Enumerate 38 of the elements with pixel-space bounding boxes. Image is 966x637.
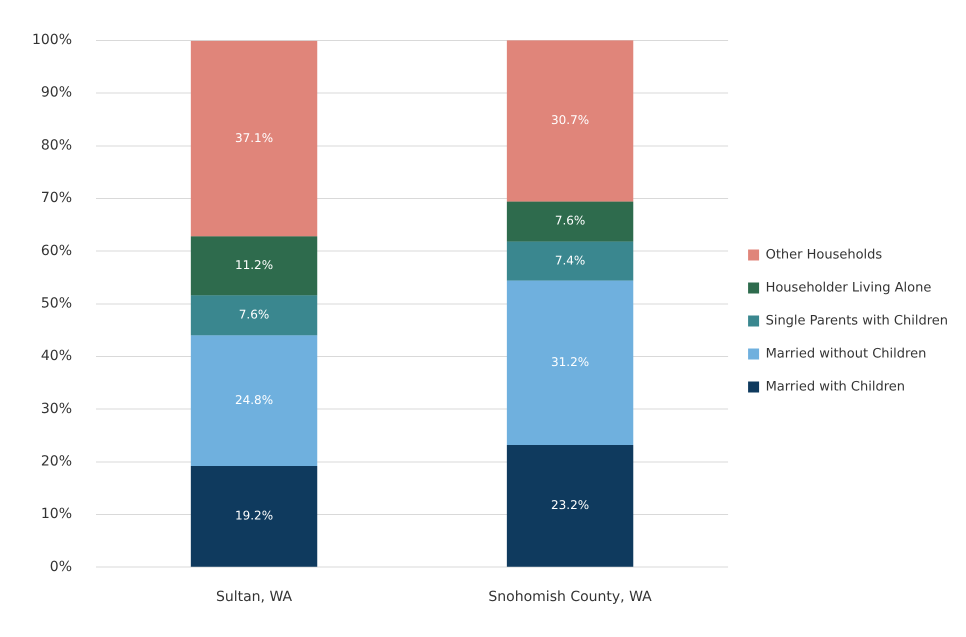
y-tick-label: 20% <box>40 453 72 470</box>
y-tick-label: 0% <box>50 558 72 575</box>
data-label: 19.2% <box>234 508 274 522</box>
data-label: 7.6% <box>554 214 586 228</box>
bar <box>190 40 318 236</box>
legend-label: Other Households <box>766 247 882 262</box>
legend-label: Householder Living Alone <box>766 280 932 296</box>
legend-label: Married without Children <box>766 346 926 362</box>
y-tick-label: 10% <box>40 506 72 522</box>
y-tick-label: 40% <box>40 348 72 364</box>
data-label: 30.7% <box>551 112 590 127</box>
bar <box>190 335 318 466</box>
legend-label: Married with Children <box>766 379 906 394</box>
bar <box>506 444 634 567</box>
data-label: 7.4% <box>554 253 586 268</box>
y-tick-label: 100% <box>32 32 72 48</box>
y-tick-label: 80% <box>40 137 72 154</box>
bar <box>506 242 634 281</box>
y-tick-label: 70% <box>40 190 72 206</box>
legend-label: Single Parents with Children <box>766 313 948 328</box>
y-tick-label: 30% <box>40 400 72 417</box>
y-tick-label: 90% <box>40 84 72 101</box>
bar <box>506 40 634 202</box>
x-tick-label: Sultan, WA <box>216 589 293 606</box>
y-tick-label: 50% <box>40 295 72 312</box>
bar <box>506 202 634 242</box>
data-label: 31.2% <box>551 354 590 369</box>
data-label: 24.8% <box>234 392 274 407</box>
data-label: 23.2% <box>551 498 590 512</box>
bar <box>190 236 318 296</box>
bar <box>190 295 318 336</box>
data-label: 11.2% <box>234 258 274 272</box>
data-label: 7.6% <box>238 308 270 322</box>
bar <box>506 280 634 445</box>
bar <box>190 466 318 567</box>
y-tick-label: 60% <box>40 242 72 259</box>
x-tick-label: Snohomish County, WA <box>488 589 652 606</box>
data-label: 37.1% <box>234 130 274 145</box>
